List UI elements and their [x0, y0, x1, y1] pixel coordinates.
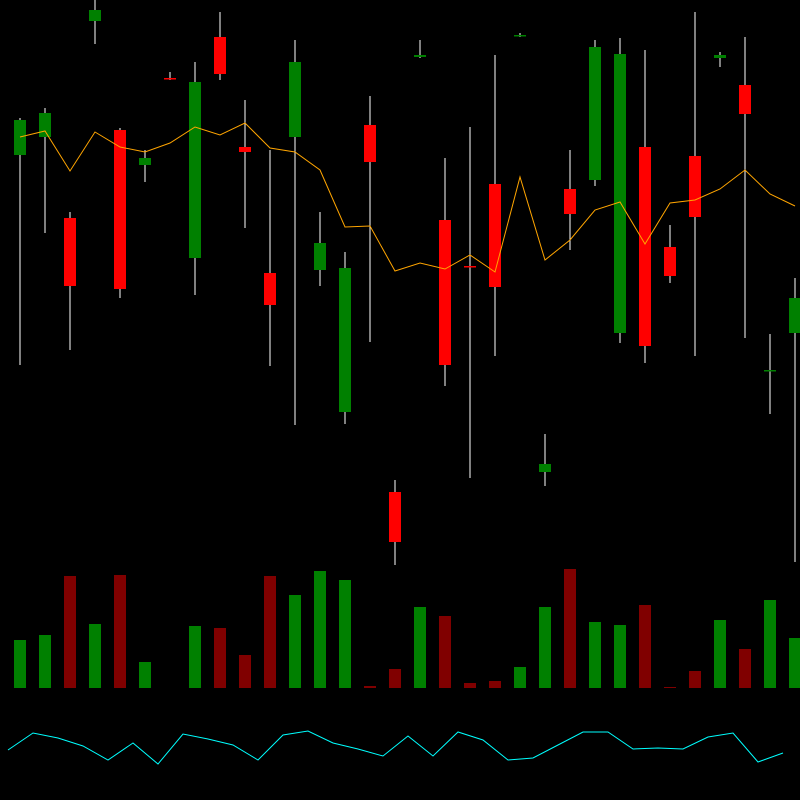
volume-bar	[589, 622, 601, 688]
candle-body	[564, 189, 576, 214]
candle-body	[439, 220, 451, 365]
volume-bar	[214, 628, 226, 688]
volume-bar	[89, 624, 101, 688]
candle-body	[239, 147, 251, 152]
candle-body	[514, 35, 526, 37]
volume-bar	[464, 683, 476, 688]
volume-bar	[614, 625, 626, 688]
candle-body	[589, 47, 601, 180]
volume-bar	[764, 600, 776, 688]
volume-bar	[389, 669, 401, 688]
volume-bar	[364, 686, 376, 688]
volume-bar	[264, 576, 276, 688]
volume-bar	[414, 607, 426, 688]
candle-body	[714, 55, 726, 58]
volume-bar	[789, 638, 800, 688]
moving-average	[19, 122, 796, 273]
volume-bar	[739, 649, 751, 688]
volume-bar	[489, 681, 501, 688]
candle-body	[364, 125, 376, 162]
candle-body	[264, 273, 276, 305]
volume-bar	[64, 576, 76, 688]
volume-bar	[514, 667, 526, 688]
candle-body	[189, 82, 201, 258]
candle-body	[464, 266, 476, 268]
volume-bar	[39, 635, 51, 688]
candle-body	[14, 120, 26, 155]
volume-bar	[664, 687, 676, 688]
volume-bar	[139, 662, 151, 688]
volume-bar	[239, 655, 251, 688]
volume-bar	[439, 616, 451, 688]
volume-bar	[539, 607, 551, 688]
candle-body	[64, 218, 76, 286]
volume-bar	[639, 605, 651, 688]
candle-body	[314, 243, 326, 270]
candle-body	[614, 54, 626, 333]
volume-bar	[114, 575, 126, 688]
candle-body	[39, 113, 51, 137]
volume-bar	[714, 620, 726, 688]
volume-bar	[189, 626, 201, 688]
volume-bar	[564, 569, 576, 688]
candle-body	[289, 62, 301, 137]
candle-body	[214, 37, 226, 74]
volume-bar	[339, 580, 351, 688]
candle-body	[664, 247, 676, 276]
candle-body	[414, 55, 426, 57]
candle-body	[139, 158, 151, 165]
candle-body	[739, 85, 751, 114]
candle-body	[789, 298, 800, 333]
volume-bar	[14, 640, 26, 688]
candle-body	[689, 156, 701, 217]
candle-body	[389, 492, 401, 542]
volume-bar	[289, 595, 301, 688]
candle-body	[539, 464, 551, 472]
volume-bar	[314, 571, 326, 688]
candle-body	[764, 370, 776, 372]
candle-body	[164, 78, 176, 80]
volume-bar	[689, 671, 701, 688]
candle-body	[639, 147, 651, 346]
candle-body	[89, 10, 101, 21]
oscillator-line	[7, 730, 784, 765]
candle-body	[339, 268, 351, 412]
candle-body	[114, 130, 126, 289]
